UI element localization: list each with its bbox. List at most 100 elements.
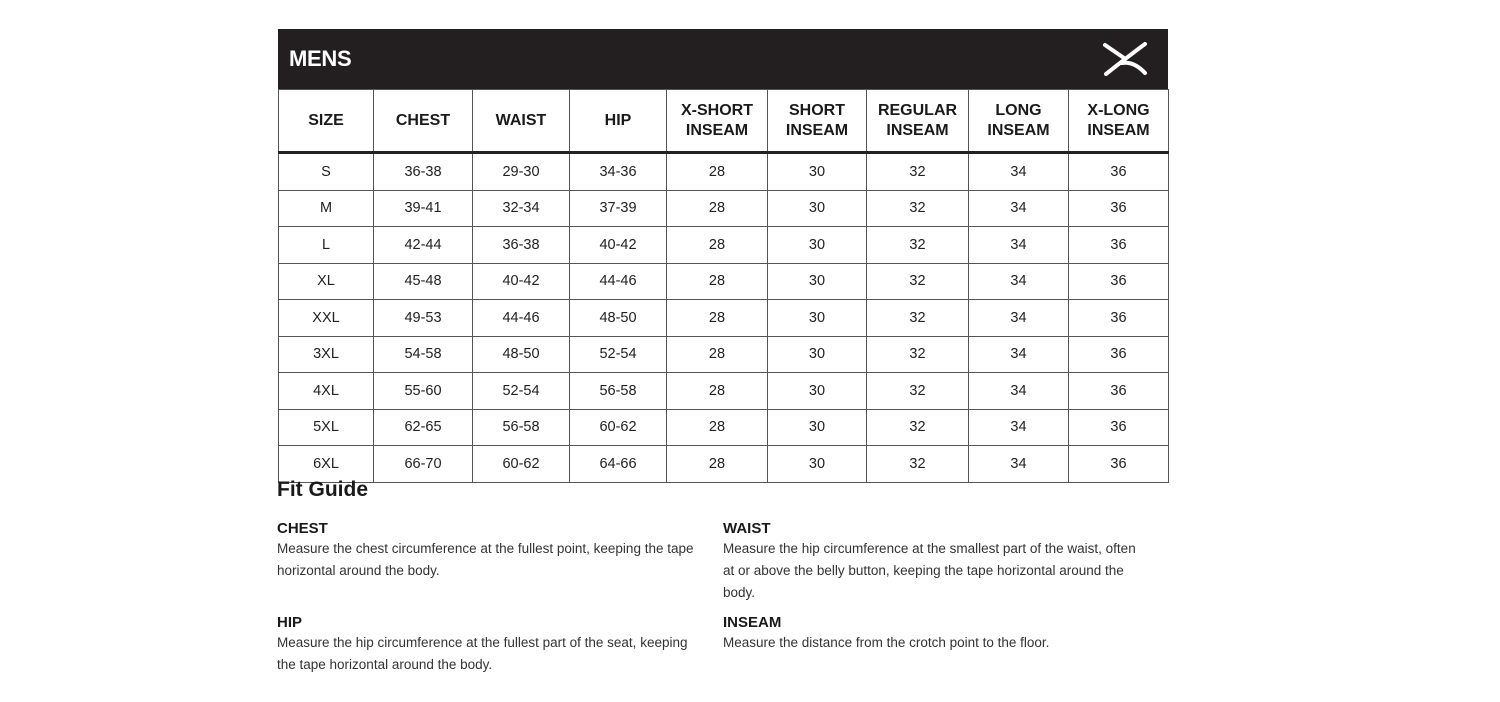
table-cell: 32 [866, 335, 969, 373]
table-cell: 66-70 [373, 445, 473, 483]
fit-guide-item-chest: CHEST Measure the chest circumference at … [277, 520, 723, 604]
table-cell: 30 [767, 408, 867, 446]
table-cell: XL [278, 262, 374, 300]
table-cell: 28 [666, 445, 768, 483]
table-cell: 34 [968, 262, 1069, 300]
table-cell: 32 [866, 299, 969, 337]
table-cell: 34 [968, 372, 1069, 410]
table-row: S 36-38 29-30 34-36 28 30 32 34 36 [278, 152, 1169, 191]
fit-guide-text: Measure the hip circumference at the ful… [277, 635, 688, 672]
table-cell: 40-42 [472, 262, 570, 300]
table-row: 4XL 55-60 52-54 56-58 28 30 32 34 36 [278, 372, 1169, 410]
table-cell: 30 [767, 262, 867, 300]
fit-guide-item-inseam: INSEAM Measure the distance from the crot… [723, 614, 1169, 676]
table-cell: 32 [866, 152, 969, 191]
table-cell: 36 [1068, 445, 1169, 483]
chart-header-bar: MENS [278, 29, 1168, 89]
table-cell: 4XL [278, 372, 374, 410]
table-cell: 64-66 [569, 445, 667, 483]
table-row: M 39-41 32-34 37-39 28 30 32 34 36 [278, 189, 1169, 227]
table-row: XL 45-48 40-42 44-46 28 30 32 34 36 [278, 262, 1169, 300]
table-cell: 48-50 [569, 299, 667, 337]
table-cell: 28 [666, 226, 768, 264]
table-cell: 6XL [278, 445, 374, 483]
table-cell: 30 [767, 226, 867, 264]
table-cell: 28 [666, 372, 768, 410]
table-cell: 30 [767, 372, 867, 410]
table-row: 3XL 54-58 48-50 52-54 28 30 32 34 36 [278, 335, 1169, 373]
fit-guide-text: Measure the hip circumference at the sma… [723, 541, 1136, 600]
fit-guide-heading: CHEST [277, 520, 328, 537]
table-cell: 40-42 [569, 226, 667, 264]
table-cell: 36-38 [472, 226, 570, 264]
table-cell: 36 [1068, 335, 1169, 373]
table-cell: 34 [968, 408, 1069, 446]
table-cell: 36 [1068, 152, 1169, 191]
column-header: WAIST [472, 89, 570, 154]
table-cell: M [278, 189, 374, 227]
column-header: LONG INSEAM [968, 89, 1069, 154]
table-cell: 5XL [278, 408, 374, 446]
column-header: HIP [569, 89, 667, 154]
table-row: 5XL 62-65 56-58 60-62 28 30 32 34 36 [278, 408, 1169, 446]
table-cell: 54-58 [373, 335, 473, 373]
table-cell: 28 [666, 189, 768, 227]
table-cell: 32 [866, 262, 969, 300]
fit-guide-text: Measure the chest circumference at the f… [277, 541, 694, 578]
table-cell: 49-53 [373, 299, 473, 337]
table-cell: 29-30 [472, 152, 570, 191]
column-header: SHORT INSEAM [767, 89, 867, 154]
table-cell: 62-65 [373, 408, 473, 446]
size-table: SIZE CHEST WAIST HIP X-SHORT INSEAM SHORT INS… [278, 89, 1169, 483]
table-cell: 44-46 [472, 299, 570, 337]
table-cell: 36 [1068, 372, 1169, 410]
table-cell: 34 [968, 445, 1069, 483]
table-cell: 60-62 [569, 408, 667, 446]
column-header: X-LONG INSEAM [1068, 89, 1169, 154]
table-cell: 52-54 [569, 335, 667, 373]
table-cell: 32 [866, 226, 969, 264]
table-cell: 36 [1068, 226, 1169, 264]
table-cell: 36 [1068, 189, 1169, 227]
fit-guide-title: Fit Guide [277, 478, 368, 501]
table-cell: 32 [866, 189, 969, 227]
table-cell: 36-38 [373, 152, 473, 191]
table-cell: 30 [767, 299, 867, 337]
table-cell: 30 [767, 189, 867, 227]
table-cell: XXL [278, 299, 374, 337]
fit-guide-heading: HIP [277, 614, 303, 631]
fit-guide-heading: WAIST [723, 520, 771, 537]
table-cell: 28 [666, 152, 768, 191]
table-cell: L [278, 226, 374, 264]
table-cell: 32 [866, 372, 969, 410]
table-row: XXL 49-53 44-46 48-50 28 30 32 34 36 [278, 299, 1169, 337]
table-cell: 30 [767, 152, 867, 191]
table-cell: 3XL [278, 335, 374, 373]
table-cell: 36 [1068, 262, 1169, 300]
table-cell: 28 [666, 408, 768, 446]
fit-guide-heading: INSEAM [723, 614, 782, 631]
column-header: SIZE [278, 89, 374, 154]
table-cell: 44-46 [569, 262, 667, 300]
table-cell: 56-58 [569, 372, 667, 410]
column-header: REGULAR INSEAM [866, 89, 969, 154]
table-cell: 56-58 [472, 408, 570, 446]
table-header-row: SIZE CHEST WAIST HIP X-SHORT INSEAM SHORT INS… [278, 89, 1169, 154]
table-cell: 55-60 [373, 372, 473, 410]
table-cell: 34 [968, 226, 1069, 264]
table-cell: 52-54 [472, 372, 570, 410]
table-cell: 34 [968, 335, 1069, 373]
table-cell: 30 [767, 445, 867, 483]
column-header: CHEST [373, 89, 473, 154]
table-cell: 28 [666, 335, 768, 373]
table-cell: 34 [968, 299, 1069, 337]
table-cell: 28 [666, 299, 768, 337]
table-cell: 37-39 [569, 189, 667, 227]
table-cell: S [278, 152, 374, 191]
table-cell: 36 [1068, 408, 1169, 446]
table-cell: 48-50 [472, 335, 570, 373]
table-cell: 34 [968, 189, 1069, 227]
table-cell: 60-62 [472, 445, 570, 483]
table-cell: 42-44 [373, 226, 473, 264]
table-cell: 30 [767, 335, 867, 373]
